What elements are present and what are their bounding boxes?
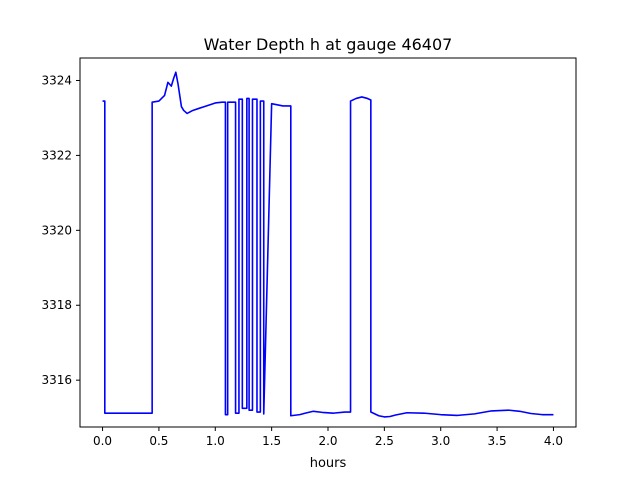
y-tick-label: 3322 [41, 148, 72, 162]
y-axis-ticks: 3316 3318 3320 3322 3324 [41, 73, 80, 387]
x-tick-label: 2.5 [375, 434, 394, 448]
x-tick-label: 2.0 [318, 434, 337, 448]
plot-frame [79, 57, 577, 428]
x-tick-label: 3.5 [488, 434, 507, 448]
chart-title: Water Depth h at gauge 46407 [204, 35, 453, 54]
x-tick-label: 3.0 [431, 434, 450, 448]
x-axis-label: hours [310, 456, 347, 471]
x-tick-label: 0.5 [149, 434, 168, 448]
series-lines [102, 71, 554, 418]
x-axis-ticks: 0.0 0.5 1.0 1.5 2.0 2.5 3.0 3.5 4.0 [93, 427, 563, 448]
y-tick-label: 3318 [41, 298, 72, 312]
x-tick-label: 1.0 [206, 434, 225, 448]
series-line-0 [102, 71, 554, 418]
x-tick-label: 0.0 [93, 434, 112, 448]
y-tick-label: 3320 [41, 223, 72, 237]
y-tick-label: 3316 [41, 373, 72, 387]
x-tick-label: 1.5 [262, 434, 281, 448]
x-tick-label: 4.0 [544, 434, 563, 448]
y-tick-label: 3324 [41, 73, 72, 87]
